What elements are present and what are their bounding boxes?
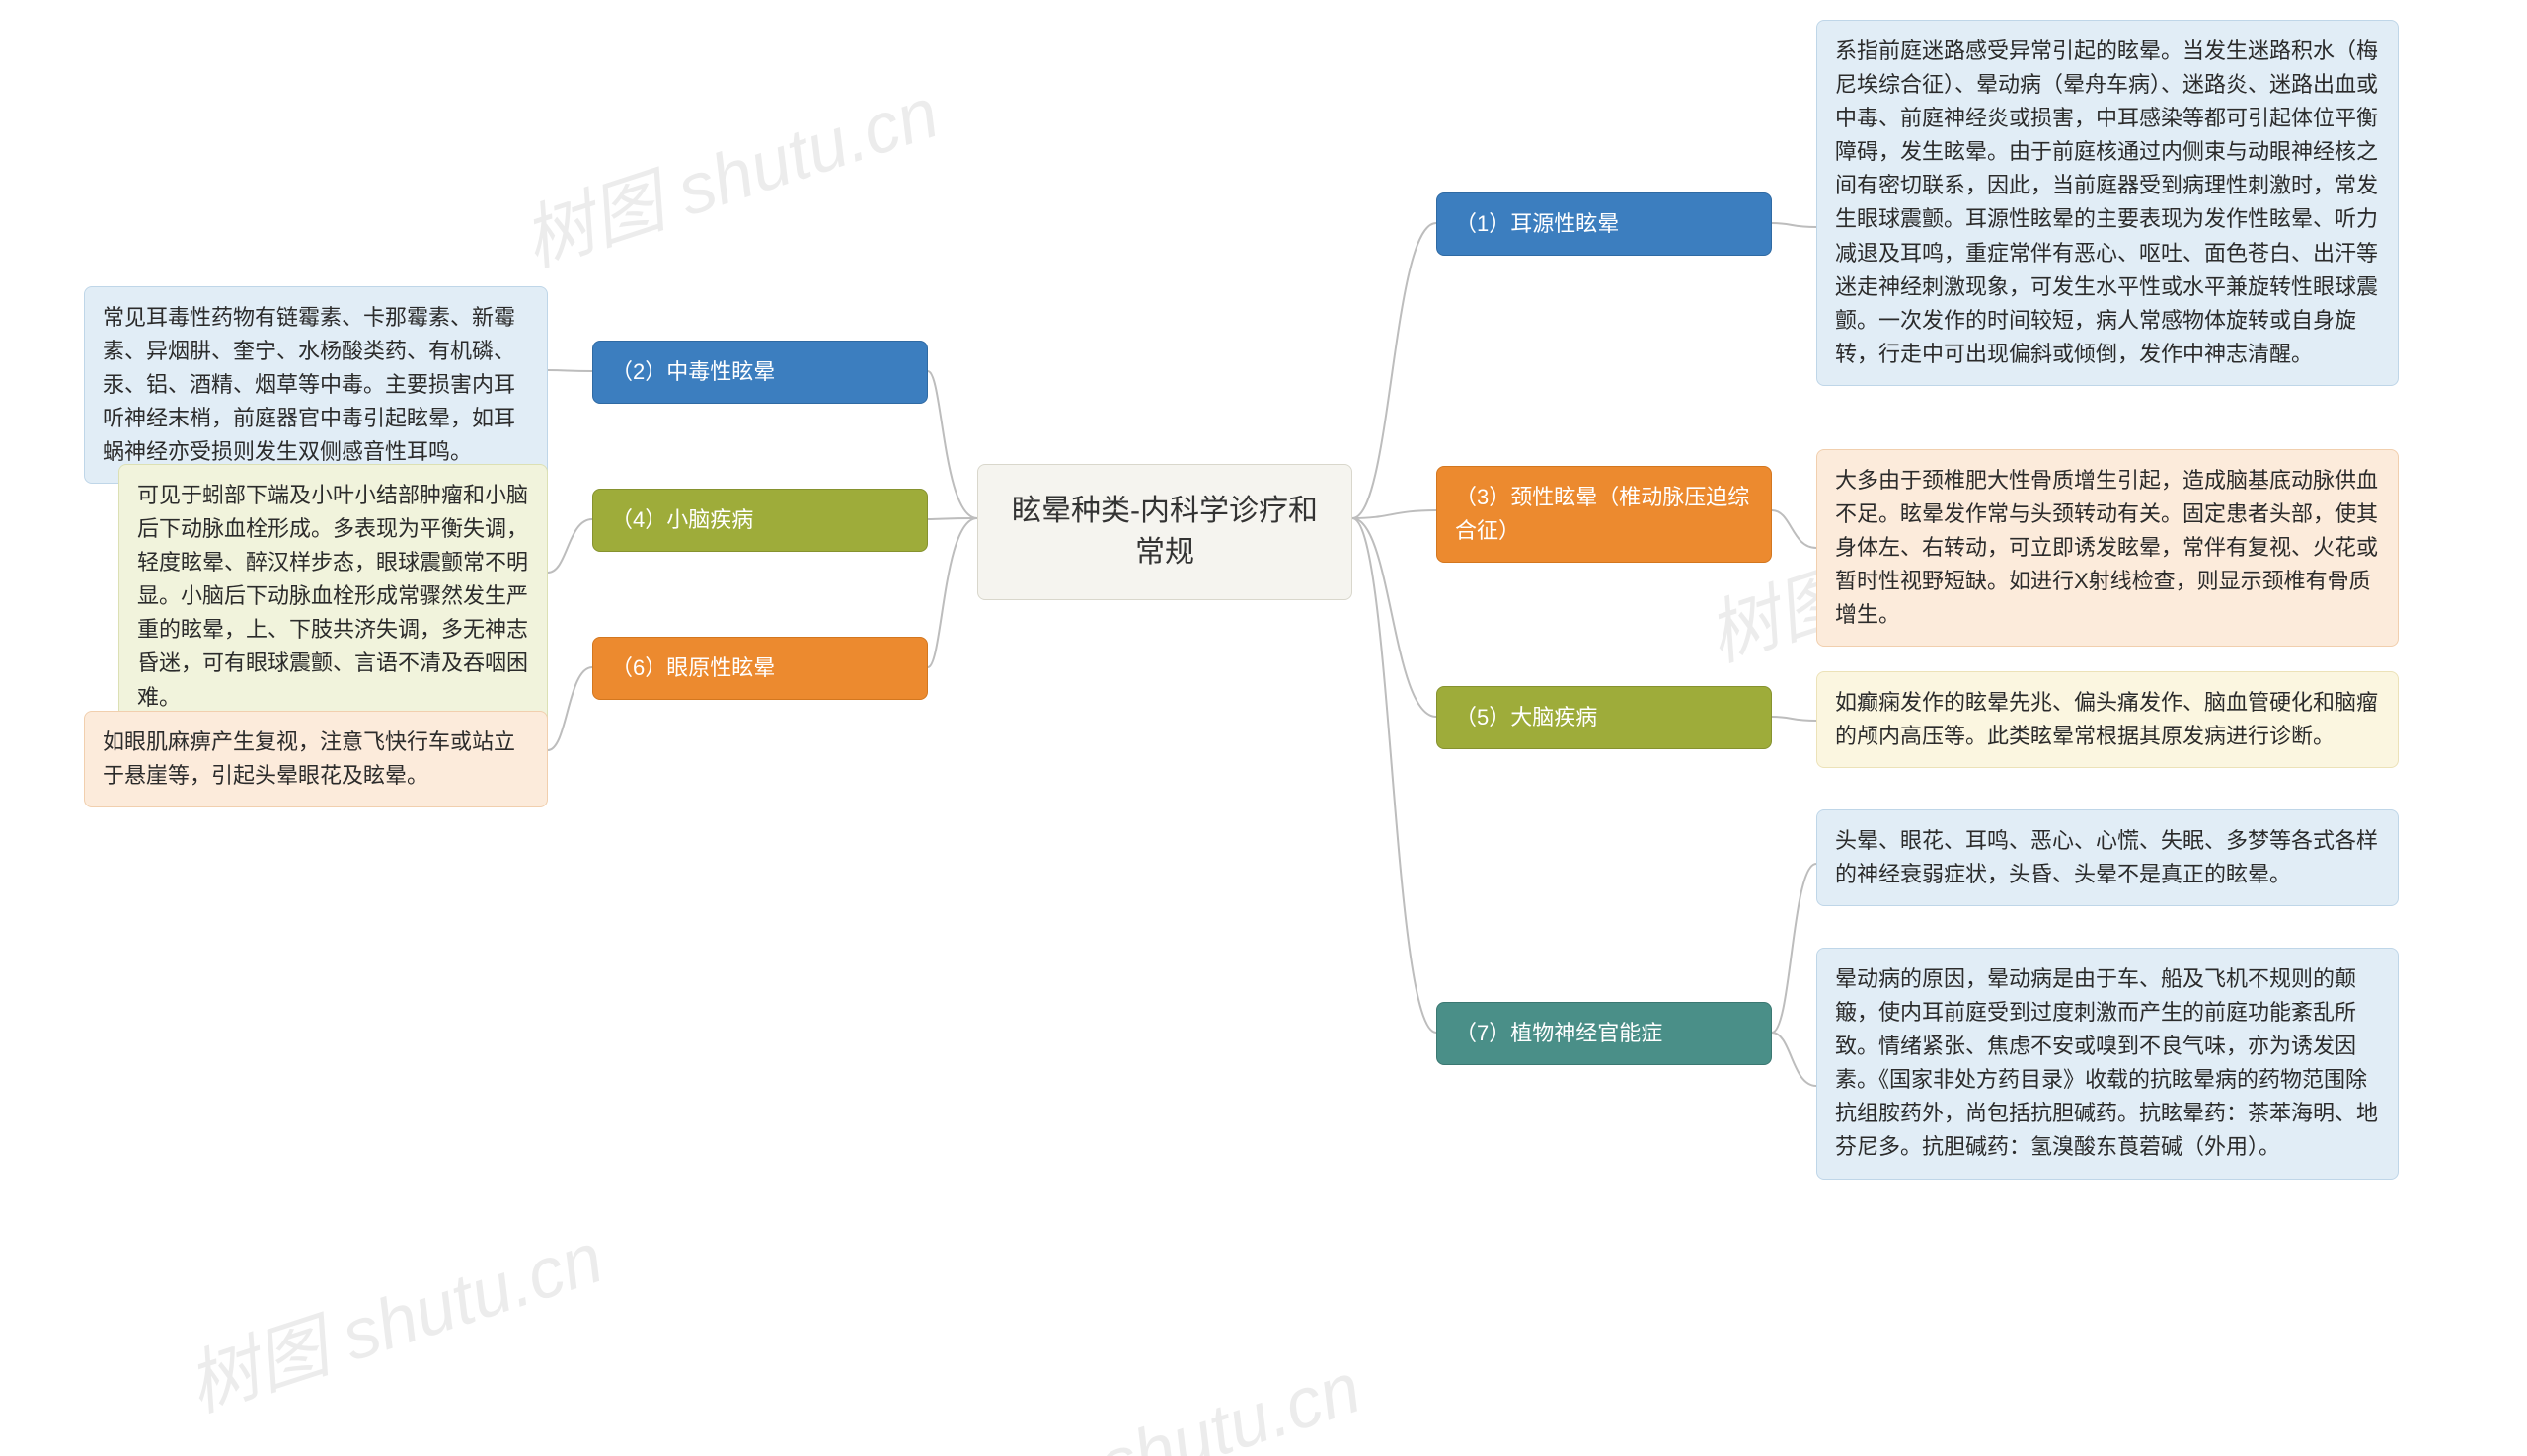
watermark: 树图 shutu.cn (507, 54, 949, 286)
desc-r5-0: 如癫痫发作的眩晕先兆、偏头痛发作、脑血管硬化和脑瘤的颅内高压等。此类眩晕常根据其… (1816, 671, 2399, 768)
branch-r1: （1）耳源性眩晕 (1436, 192, 1772, 256)
branch-label: （7）植物神经官能症 (1455, 1021, 1662, 1045)
root-node: 眩晕种类-内科学诊疗和常规 (977, 464, 1352, 600)
desc-text: 系指前庭迷路感受异常引起的眩晕。当发生迷路积水（梅尼埃综合征）、晕动病（晕舟车病… (1835, 38, 2378, 366)
branch-l6: （6）眼原性眩晕 (592, 637, 928, 700)
desc-r7-0: 头晕、眼花、耳鸣、恶心、心慌、失眠、多梦等各式各样的神经衰弱症状，头昏、头晕不是… (1816, 809, 2399, 906)
desc-text: 如眼肌麻痹产生复视，注意飞快行车或站立于悬崖等，引起头晕眼花及眩晕。 (103, 729, 515, 788)
desc-r7-1: 晕动病的原因，晕动病是由于车、船及飞机不规则的颠簸，使内耳前庭受到过度刺激而产生… (1816, 948, 2399, 1180)
desc-l4-0: 可见于蚓部下端及小叶小结部肿瘤和小脑后下动脉血栓形成。多表现为平衡失调，轻度眩晕… (118, 464, 548, 729)
desc-r1-0: 系指前庭迷路感受异常引起的眩晕。当发生迷路积水（梅尼埃综合征）、晕动病（晕舟车病… (1816, 20, 2399, 386)
mindmap-stage: 树图 shutu.cn 树图 shutu.cn 树图 shutu.cn shut… (0, 0, 2527, 1456)
branch-label: （4）小脑疾病 (611, 507, 753, 532)
watermark: 树图 shutu.cn (172, 1199, 613, 1431)
branch-r5: （5）大脑疾病 (1436, 686, 1772, 749)
desc-text: 晕动病的原因，晕动病是由于车、船及飞机不规则的颠簸，使内耳前庭受到过度刺激而产生… (1835, 966, 2378, 1159)
watermark: shutu.cn (1090, 1347, 1370, 1456)
desc-text: 可见于蚓部下端及小叶小结部肿瘤和小脑后下动脉血栓形成。多表现为平衡失调，轻度眩晕… (137, 483, 528, 710)
branch-label: （2）中毒性眩晕 (611, 359, 775, 384)
branch-label: （5）大脑疾病 (1455, 705, 1597, 729)
desc-text: 头晕、眼花、耳鸣、恶心、心慌、失眠、多梦等各式各样的神经衰弱症状，头昏、头晕不是… (1835, 828, 2378, 886)
branch-label: （6）眼原性眩晕 (611, 655, 775, 680)
branch-l2: （2）中毒性眩晕 (592, 341, 928, 404)
branch-label: （1）耳源性眩晕 (1455, 211, 1619, 236)
desc-l2-0: 常见耳毒性药物有链霉素、卡那霉素、新霉素、异烟肼、奎宁、水杨酸类药、有机磷、汞、… (84, 286, 548, 484)
desc-r3-0: 大多由于颈椎肥大性骨质增生引起，造成脑基底动脉供血不足。眩晕发作常与头颈转动有关… (1816, 449, 2399, 647)
desc-text: 如癫痫发作的眩晕先兆、偏头痛发作、脑血管硬化和脑瘤的颅内高压等。此类眩晕常根据其… (1835, 690, 2378, 748)
branch-l4: （4）小脑疾病 (592, 489, 928, 552)
desc-text: 大多由于颈椎肥大性骨质增生引起，造成脑基底动脉供血不足。眩晕发作常与头颈转动有关… (1835, 468, 2378, 627)
branch-r3: （3）颈性眩晕（椎动脉压迫综合征） (1436, 466, 1772, 563)
branch-r7: （7）植物神经官能症 (1436, 1002, 1772, 1065)
desc-l6-0: 如眼肌麻痹产生复视，注意飞快行车或站立于悬崖等，引起头晕眼花及眩晕。 (84, 711, 548, 807)
root-label: 眩晕种类-内科学诊疗和常规 (1012, 495, 1318, 569)
desc-text: 常见耳毒性药物有链霉素、卡那霉素、新霉素、异烟肼、奎宁、水杨酸类药、有机磷、汞、… (103, 305, 515, 464)
branch-label: （3）颈性眩晕（椎动脉压迫综合征） (1455, 485, 1749, 543)
